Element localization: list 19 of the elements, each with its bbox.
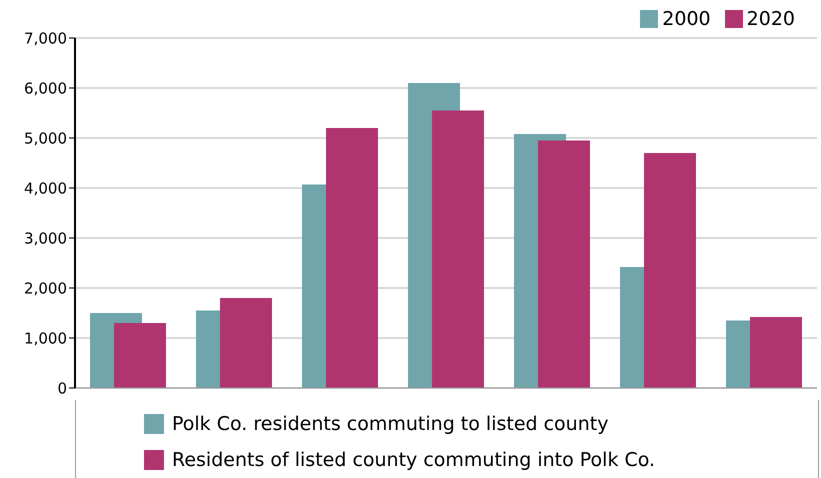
bar [750,317,802,388]
legend-label: 2000 [661,8,711,30]
y-tick-label: 0 [57,379,67,398]
text: Residents of listed county commuting into Polk Co. [172,449,656,471]
y-tick-label: 6,000 [24,79,67,98]
y-tick-label: 2,000 [24,279,67,298]
y-tick-label: 7,000 [24,29,67,48]
text: Polk Co. residents commuting to listed county [172,413,608,435]
bar [432,110,484,388]
bar [114,323,166,388]
bar [220,298,272,388]
y-tick-label: 5,000 [24,129,67,148]
bar [538,140,590,388]
bar [644,153,696,388]
y-tick-label: 4,000 [24,179,67,198]
y-tick-label: 1,000 [24,329,67,348]
bar [326,128,378,388]
y-tick-label: 3,000 [24,229,67,248]
legend-label: 2020 [746,8,795,30]
